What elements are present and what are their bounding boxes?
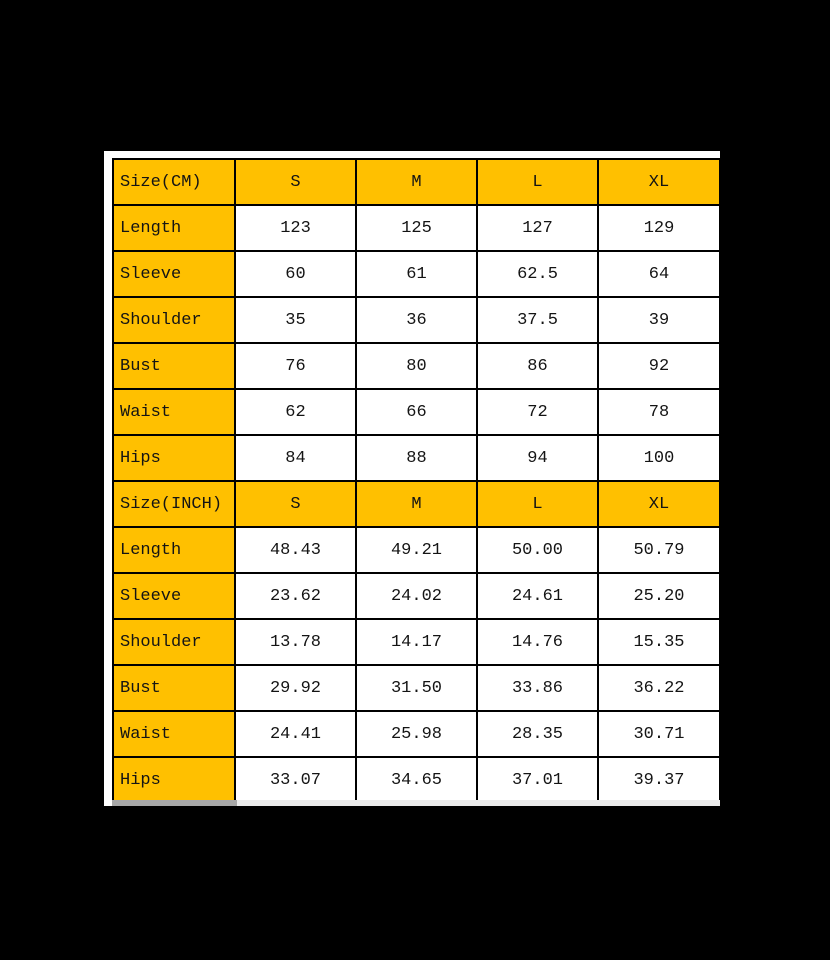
value-cell: 13.78	[234, 618, 357, 666]
value-cell: 24.02	[355, 572, 478, 620]
value-cell: 129	[597, 204, 721, 252]
value-cell: 64	[597, 250, 721, 298]
value-cell: 31.50	[355, 664, 478, 712]
row-label-cell: Hips	[112, 756, 236, 804]
value-cell: 36	[355, 296, 478, 344]
table-row-sleeve-cm: Sleeve 60 61 62.5 64	[112, 250, 721, 298]
size-table: Size(CM) S M L XL Length 123 125 127 129…	[112, 158, 721, 804]
value-cell: 39	[597, 296, 721, 344]
value-cell: 100	[597, 434, 721, 482]
value-cell: 49.21	[355, 526, 478, 574]
table-row-hips-inch: Hips 33.07 34.65 37.01 39.37	[112, 756, 721, 804]
value-cell: 125	[355, 204, 478, 252]
size-col-header-s: S	[234, 158, 357, 206]
value-cell: 78	[597, 388, 721, 436]
value-cell: 36.22	[597, 664, 721, 712]
size-col-header-l: L	[476, 158, 599, 206]
horizontal-scrollbar[interactable]	[112, 800, 720, 806]
value-cell: 39.37	[597, 756, 721, 804]
value-cell: 23.62	[234, 572, 357, 620]
size-col-header-l: L	[476, 480, 599, 528]
value-cell: 24.41	[234, 710, 357, 758]
value-cell: 33.86	[476, 664, 599, 712]
value-cell: 72	[476, 388, 599, 436]
value-cell: 76	[234, 342, 357, 390]
value-cell: 60	[234, 250, 357, 298]
size-col-header-m: M	[355, 158, 478, 206]
value-cell: 25.20	[597, 572, 721, 620]
size-col-header-m: M	[355, 480, 478, 528]
value-cell: 25.98	[355, 710, 478, 758]
value-cell: 33.07	[234, 756, 357, 804]
value-cell: 28.35	[476, 710, 599, 758]
table-header-row-inch: Size(INCH) S M L XL	[112, 480, 721, 528]
value-cell: 84	[234, 434, 357, 482]
row-label-cell: Sleeve	[112, 250, 236, 298]
size-chart-panel: Size(CM) S M L XL Length 123 125 127 129…	[104, 151, 721, 806]
row-label-cell: Length	[112, 204, 236, 252]
table-row-bust-inch: Bust 29.92 31.50 33.86 36.22	[112, 664, 721, 712]
value-cell: 37.5	[476, 296, 599, 344]
size-col-header-xl: XL	[597, 480, 721, 528]
size-col-header-s: S	[234, 480, 357, 528]
value-cell: 29.92	[234, 664, 357, 712]
table-row-length-inch: Length 48.43 49.21 50.00 50.79	[112, 526, 721, 574]
value-cell: 34.65	[355, 756, 478, 804]
row-label-cell: Length	[112, 526, 236, 574]
value-cell: 127	[476, 204, 599, 252]
row-label-cell: Shoulder	[112, 618, 236, 666]
value-cell: 61	[355, 250, 478, 298]
value-cell: 50.00	[476, 526, 599, 574]
value-cell: 66	[355, 388, 478, 436]
value-cell: 37.01	[476, 756, 599, 804]
value-cell: 62.5	[476, 250, 599, 298]
value-cell: 35	[234, 296, 357, 344]
size-col-header-xl: XL	[597, 158, 721, 206]
row-label-cell: Shoulder	[112, 296, 236, 344]
table-row-shoulder-inch: Shoulder 13.78 14.17 14.76 15.35	[112, 618, 721, 666]
table-row-waist-inch: Waist 24.41 25.98 28.35 30.71	[112, 710, 721, 758]
value-cell: 24.61	[476, 572, 599, 620]
value-cell: 14.76	[476, 618, 599, 666]
value-cell: 94	[476, 434, 599, 482]
value-cell: 86	[476, 342, 599, 390]
value-cell: 80	[355, 342, 478, 390]
value-cell: 14.17	[355, 618, 478, 666]
row-label-cell: Bust	[112, 342, 236, 390]
value-cell: 62	[234, 388, 357, 436]
value-cell: 48.43	[234, 526, 357, 574]
value-cell: 88	[355, 434, 478, 482]
row-label-cell: Sleeve	[112, 572, 236, 620]
scrollbar-thumb[interactable]	[112, 800, 237, 806]
value-cell: 15.35	[597, 618, 721, 666]
table-row-hips-cm: Hips 84 88 94 100	[112, 434, 721, 482]
table-header-row-cm: Size(CM) S M L XL	[112, 158, 721, 206]
row-label-cell: Waist	[112, 388, 236, 436]
row-label-cell: Hips	[112, 434, 236, 482]
table-row-sleeve-inch: Sleeve 23.62 24.02 24.61 25.20	[112, 572, 721, 620]
size-unit-cell: Size(CM)	[112, 158, 236, 206]
row-label-cell: Waist	[112, 710, 236, 758]
value-cell: 30.71	[597, 710, 721, 758]
value-cell: 92	[597, 342, 721, 390]
table-row-length-cm: Length 123 125 127 129	[112, 204, 721, 252]
size-unit-cell: Size(INCH)	[112, 480, 236, 528]
table-row-bust-cm: Bust 76 80 86 92	[112, 342, 721, 390]
table-row-shoulder-cm: Shoulder 35 36 37.5 39	[112, 296, 721, 344]
row-label-cell: Bust	[112, 664, 236, 712]
value-cell: 50.79	[597, 526, 721, 574]
table-row-waist-cm: Waist 62 66 72 78	[112, 388, 721, 436]
value-cell: 123	[234, 204, 357, 252]
